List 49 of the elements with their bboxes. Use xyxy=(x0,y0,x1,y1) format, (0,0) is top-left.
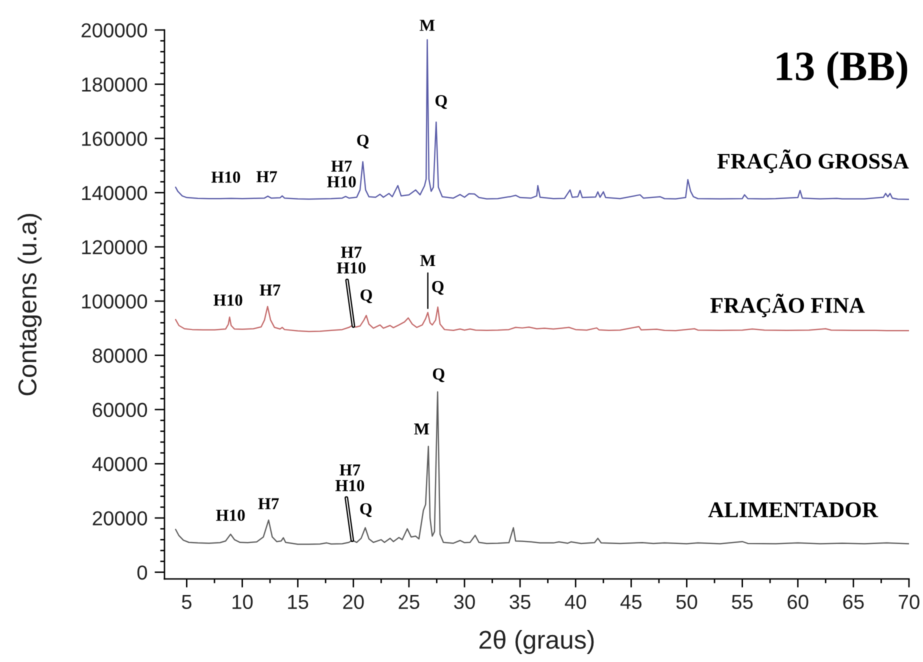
x-tick-label: 20 xyxy=(343,594,364,610)
annotation: Q xyxy=(432,368,444,382)
y-tick-label: 20000 xyxy=(92,511,148,526)
chart-title: 13 (BB) xyxy=(776,51,908,89)
x-tick-label: 30 xyxy=(454,594,475,610)
annotation: H7 H10 xyxy=(327,160,356,188)
annotation: H7 xyxy=(260,284,280,296)
annotation: H7 H10 xyxy=(336,246,366,274)
y-tick-label: 160000 xyxy=(82,132,148,146)
annotation: H10 xyxy=(211,172,240,183)
x-tick-label: 45 xyxy=(620,595,642,610)
series-label: ALIMENTADOR xyxy=(708,502,878,518)
annotation: H10 xyxy=(214,294,242,306)
y-tick-label: 100000 xyxy=(82,294,148,309)
annotation: H10 xyxy=(216,510,245,521)
y-tick-label: 0 xyxy=(137,565,148,580)
annotation: H7 xyxy=(256,171,278,182)
y-tick-label: 180000 xyxy=(82,77,148,92)
x-tick-label: 70 xyxy=(898,594,920,610)
y-tick-label: 140000 xyxy=(82,186,148,200)
annotation: M xyxy=(420,255,436,266)
y-tick-label: 120000 xyxy=(82,240,148,254)
x-tick-label: 50 xyxy=(676,594,698,610)
y-tick-label: 80000 xyxy=(92,348,148,363)
x-axis-title: 2θ (graus) xyxy=(479,630,594,654)
annotation: H7 H10 xyxy=(335,464,364,492)
x-tick-label: 15 xyxy=(288,595,308,610)
annotation: Q xyxy=(360,503,372,517)
y-tick-label: 40000 xyxy=(92,457,148,472)
x-tick-label: 65 xyxy=(843,594,864,610)
x-tick-label: 40 xyxy=(564,594,586,610)
annotation: M xyxy=(414,424,430,434)
series-label: FRAÇÃO GROSSA xyxy=(717,149,909,174)
x-tick-label: 55 xyxy=(732,595,753,610)
x-tick-label: 60 xyxy=(788,594,808,610)
x-tick-label: 35 xyxy=(510,594,530,610)
x-tick-label: 10 xyxy=(232,594,253,610)
y-tick-label: 200000 xyxy=(82,23,148,38)
y-tick-label: 60000 xyxy=(92,402,148,418)
x-tick-label: 5 xyxy=(182,595,192,610)
x-tick-label: 25 xyxy=(398,594,420,610)
annotation: Q xyxy=(360,289,372,304)
annotation: Q xyxy=(435,95,447,109)
series-label: FRAÇÃO FINA xyxy=(710,294,865,318)
annotation: H7 xyxy=(258,498,279,510)
annotation: Q xyxy=(432,281,444,295)
annotation: M xyxy=(420,20,435,31)
annotation: Q xyxy=(357,134,369,148)
y-axis-title: Contagens (u.a) xyxy=(18,214,42,396)
